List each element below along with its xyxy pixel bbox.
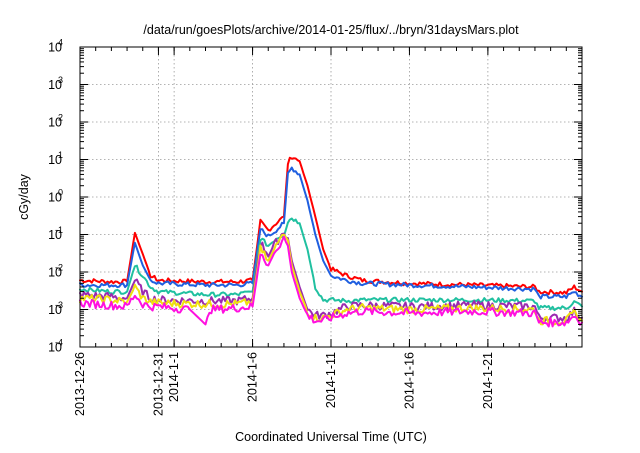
y-tick-label: 10-4 [48, 338, 63, 355]
y-tick-exponent: -3 [55, 300, 63, 310]
series-line-6 [79, 235, 583, 328]
y-tick-label: 10-2 [48, 263, 63, 280]
x-tick-label: 2014-1-21 [481, 352, 495, 409]
x-axis-label: Coordinated Universal Time (UTC) [235, 430, 427, 444]
y-tick-label: 100 [48, 188, 63, 205]
series-line-4 [79, 232, 583, 323]
x-tick-label: 2014-1-1 [167, 352, 181, 402]
y-tick-exponent: -2 [55, 263, 63, 273]
y-tick-exponent: -4 [55, 338, 63, 348]
y-tick-exponent: 3 [58, 75, 63, 85]
y-tick-label: 104 [48, 38, 63, 55]
series-line-2 [79, 166, 583, 300]
y-axis-label: cGy/day [17, 173, 31, 220]
y-tick-exponent: 0 [58, 188, 63, 198]
axis-ticks [79, 46, 583, 348]
y-tick-label: 103 [48, 75, 63, 92]
x-tick-label: 2014-1-6 [246, 352, 260, 402]
y-tick-exponent: -1 [55, 225, 63, 235]
x-tick-label: 2014-1-16 [402, 352, 416, 409]
series-line-3 [79, 217, 583, 312]
y-tick-exponent: 2 [58, 113, 63, 123]
x-tick-label: 2014-1-11 [324, 352, 338, 408]
x-tick-labels: 2013-12-26 2013-12-31 2014-1-1 2014-1-6 2014… [73, 352, 495, 416]
y-tick-label: 10-3 [48, 300, 63, 317]
series-line-5 [79, 233, 583, 326]
y-tick-label: 102 [48, 113, 63, 130]
x-tick-label: 2013-12-26 [73, 352, 87, 416]
chart-title: /data/run/goesPlots/archive/2014-01-25/f… [143, 23, 519, 37]
y-tick-label: 101 [48, 150, 63, 167]
y-tick-exponent: 4 [58, 38, 63, 48]
y-tick-exponent: 1 [58, 150, 63, 160]
x-tick-label: 2013-12-31 [151, 352, 165, 416]
series-line-1 [79, 156, 583, 296]
series-layer [79, 156, 583, 328]
y-tick-label: 10-1 [48, 225, 63, 242]
